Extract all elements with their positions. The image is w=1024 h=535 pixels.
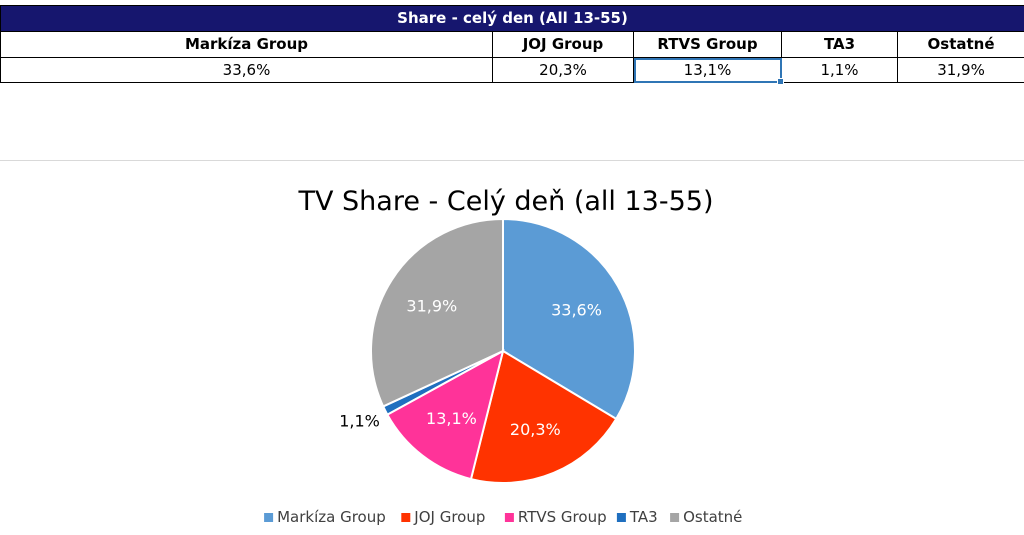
chart-area-border bbox=[0, 160, 1024, 161]
data-label-ta3: 1,1% bbox=[339, 411, 380, 430]
pie-slice-ostatne[interactable] bbox=[370, 217, 504, 408]
legend-swatch-markiza-group bbox=[264, 513, 274, 522]
legend-swatch-ostatne bbox=[670, 513, 680, 522]
pie-slice-joj-group[interactable] bbox=[469, 349, 618, 484]
value-cell-rtvs-selected[interactable]: 13,1% bbox=[633, 57, 784, 85]
legend-swatch-rtvs-group bbox=[504, 513, 514, 522]
legend-label-rtvs-group: RTVS Group bbox=[518, 508, 607, 526]
chart-title: TV Share - Celý deň (all 13-55) bbox=[298, 186, 714, 217]
pie-chart[interactable]: TV Share - Celý deň (all 13-55) 33,6% 20,… bbox=[0, 160, 1024, 535]
header-cell-ostatne[interactable]: Ostatné bbox=[896, 31, 1024, 58]
legend-label-joj-group: JOJ Group bbox=[413, 508, 485, 526]
header-cell-ta3[interactable]: TA3 bbox=[781, 31, 898, 58]
data-label-markiza-group: 33,6% bbox=[551, 300, 602, 319]
legend-label-ta3: TA3 bbox=[629, 508, 658, 526]
legend: Markíza Group JOJ Group RTVS Group TA3 Ostat… bbox=[264, 508, 742, 526]
data-labels: 33,6% 20,3% 13,1% 1,1% 31,9% bbox=[339, 297, 602, 440]
share-table: Share - celý den (All 13-55) Markíza Gro… bbox=[0, 5, 1024, 85]
pie-slices bbox=[370, 217, 636, 484]
value-cell-markiza[interactable]: 33,6% bbox=[0, 57, 493, 83]
value-cell-rtvs-text: 13,1% bbox=[683, 61, 732, 79]
legend-swatch-joj-group bbox=[401, 513, 411, 522]
data-label-rtvs-group: 13,1% bbox=[426, 409, 477, 428]
table-title[interactable]: Share - celý den (All 13-55) bbox=[0, 5, 1024, 32]
fill-handle[interactable] bbox=[777, 78, 784, 85]
value-cell-ostatne[interactable]: 31,9% bbox=[896, 57, 1024, 83]
data-label-joj-group: 20,3% bbox=[510, 420, 561, 439]
data-label-ostatne: 31,9% bbox=[406, 297, 457, 316]
legend-label-markiza-group: Markíza Group bbox=[277, 508, 386, 526]
pie-slice-markiza-group[interactable] bbox=[502, 217, 636, 421]
value-cell-ta3[interactable]: 1,1% bbox=[781, 57, 898, 83]
header-cell-markiza[interactable]: Markíza Group bbox=[0, 31, 493, 58]
header-cell-rtvs[interactable]: RTVS Group bbox=[633, 31, 782, 58]
legend-label-ostatne: Ostatné bbox=[683, 508, 742, 526]
legend-swatch-ta3 bbox=[616, 513, 626, 522]
value-cell-joj[interactable]: 20,3% bbox=[492, 57, 634, 83]
header-cell-joj[interactable]: JOJ Group bbox=[492, 31, 634, 58]
pie-slice-rtvs-group[interactable] bbox=[385, 349, 505, 481]
